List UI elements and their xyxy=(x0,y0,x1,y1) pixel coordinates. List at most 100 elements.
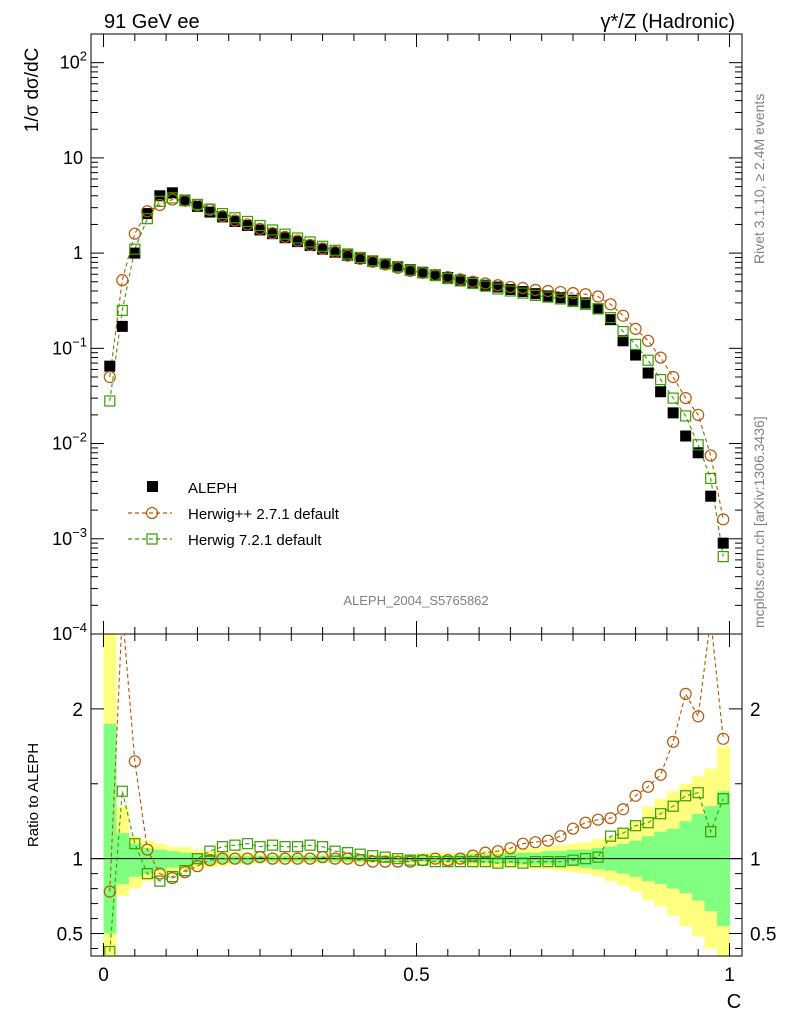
aleph-point xyxy=(479,279,491,291)
herwigpp-point xyxy=(103,370,116,384)
ratio-herwig7-point xyxy=(367,850,379,862)
green-band-bin xyxy=(679,821,693,894)
ratio-herwig7-point xyxy=(166,871,178,883)
herwig7-point xyxy=(617,325,629,338)
aleph-point xyxy=(567,294,579,306)
herwigpp-point xyxy=(541,284,555,298)
main-panel-series xyxy=(103,187,730,563)
ratio-herwigpp-point xyxy=(141,843,154,856)
ratio-herwigpp-point xyxy=(466,849,479,862)
aleph-point xyxy=(642,367,654,379)
ratio-herwigpp-point xyxy=(642,780,655,793)
aleph-point xyxy=(442,271,454,283)
ratio-herwigpp-point xyxy=(191,860,204,873)
ratio-herwigpp-point xyxy=(203,854,217,867)
herwig7-point xyxy=(492,283,504,295)
herwig7-point xyxy=(216,207,229,220)
aleph-point xyxy=(216,211,228,223)
ratio-herwig7-point xyxy=(417,854,429,866)
herwig7-point xyxy=(191,198,204,210)
ratio-herwigpp-point xyxy=(516,837,530,850)
ratio-herwig7-point xyxy=(404,854,416,866)
herwigpp-point xyxy=(629,322,642,335)
x-tick-label: 1 xyxy=(724,965,735,986)
legend: ALEPH Herwig++ 2.7.1 default Herwig 7.2.… xyxy=(128,480,340,549)
herwig7-point xyxy=(692,439,704,451)
ratio-herwigpp-point xyxy=(103,885,116,898)
ratio-herwig7-point xyxy=(129,838,141,850)
ratio-herwigpp-point xyxy=(667,735,680,748)
herwigpp-point xyxy=(704,449,717,462)
mcplots-label: mcplots.cern.ch [arXiv:1306.3436] xyxy=(751,416,767,628)
ratio-series-line-1 xyxy=(109,791,724,952)
aleph-point xyxy=(429,269,441,281)
ratio-herwigpp-point xyxy=(228,852,242,865)
herwig7-point xyxy=(129,243,141,255)
herwig7-point xyxy=(254,219,266,232)
ratio-herwigpp-point xyxy=(604,812,617,825)
ratio-herwig7-point xyxy=(191,853,204,865)
main-y-tick-label: 10 xyxy=(63,148,83,168)
rivet-label: Rivet 3.1.10, ≥ 2.4M events xyxy=(751,94,767,264)
analysis-watermark: ALEPH_2004_S5765862 xyxy=(343,593,488,608)
aleph-point xyxy=(317,243,329,255)
x-axis-title: C xyxy=(727,991,741,1013)
ratio-herwigpp-point xyxy=(504,842,517,855)
aleph-point xyxy=(417,266,429,278)
ratio-herwigpp-point xyxy=(216,852,229,865)
ratio-herwig7-point xyxy=(454,856,466,868)
green-band-bin xyxy=(504,852,518,864)
aleph-point xyxy=(342,249,354,261)
green-band-bin xyxy=(203,854,217,865)
herwigpp-point xyxy=(566,287,580,300)
ratio-herwig7-point xyxy=(655,808,667,820)
aleph-point xyxy=(267,228,279,240)
herwigpp-point xyxy=(604,298,617,311)
legend-marker-aleph xyxy=(147,481,158,492)
ratio-herwig7-point xyxy=(141,868,153,880)
green-band-bin xyxy=(228,855,242,864)
aleph-point xyxy=(517,286,529,298)
ratio-herwigpp-point xyxy=(566,822,580,835)
herwig7-point xyxy=(504,285,516,297)
x-tick-label: 0 xyxy=(98,965,109,986)
ratio-herwig7-point xyxy=(329,845,341,857)
ratio-herwigpp-point xyxy=(153,867,166,880)
aleph-point xyxy=(116,320,128,332)
ratio-herwig7-point xyxy=(266,839,279,851)
herwig7-point xyxy=(104,395,116,407)
aleph-point xyxy=(630,349,642,361)
ratio-herwig7-point xyxy=(567,854,579,866)
aleph-point xyxy=(617,335,629,347)
aleph-point xyxy=(329,246,341,258)
green-band-bin xyxy=(241,855,255,864)
legend-entry-herwigpp: Herwig++ 2.7.1 default xyxy=(128,506,340,523)
main-series-line-2 xyxy=(109,197,724,557)
green-band-bin xyxy=(166,851,180,868)
aleph-point xyxy=(229,215,241,227)
ratio-herwigpp-point xyxy=(266,852,279,865)
ratio-herwig7-point xyxy=(680,790,692,802)
ratio-herwig7-point xyxy=(241,838,254,850)
ratio-herwigpp-point xyxy=(616,803,630,816)
ratio-series-line-0 xyxy=(109,634,724,892)
ratio-y-tick-label-left: 2 xyxy=(72,700,83,721)
herwig7-point xyxy=(229,212,241,224)
herwig7-point xyxy=(642,354,654,366)
main-y-tick-label: 1 xyxy=(73,243,83,263)
ratio-herwig7-point xyxy=(429,856,441,868)
aleph-point xyxy=(529,288,541,300)
aleph-point xyxy=(680,430,692,442)
ratio-herwig7-point xyxy=(667,800,679,812)
ratio-herwig7-point xyxy=(304,839,316,851)
green-band-bin xyxy=(128,843,142,877)
main-y-tick-label: 102 xyxy=(60,49,87,73)
ratio-herwig7-point xyxy=(254,841,266,853)
aleph-point xyxy=(191,200,203,212)
herwigpp-point xyxy=(591,290,605,303)
ratio-herwigpp-point xyxy=(717,732,730,745)
ratio-herwig7-point xyxy=(342,847,354,859)
ratio-frame xyxy=(90,633,743,957)
ratio-herwigpp-point xyxy=(291,852,304,865)
herwig7-point xyxy=(667,392,679,404)
